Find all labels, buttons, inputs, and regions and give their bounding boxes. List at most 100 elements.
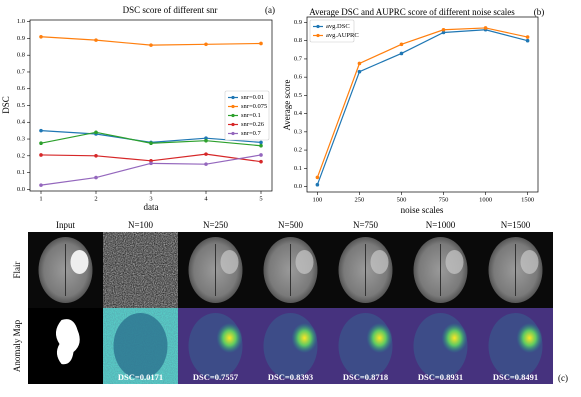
y-tick-label: 1.0 bbox=[17, 18, 25, 25]
column-header: N=250 bbox=[203, 220, 229, 230]
chart-title: DSC score of different snr bbox=[123, 5, 218, 15]
dsc-label: DSC=0.8393 bbox=[268, 372, 313, 382]
x-axis-label: data bbox=[144, 202, 159, 212]
point bbox=[441, 30, 446, 35]
lesion bbox=[370, 250, 389, 274]
flair-image bbox=[103, 232, 178, 308]
legend-label: snr=0.075 bbox=[241, 103, 267, 110]
lesion bbox=[520, 250, 539, 274]
anomaly-image: DSC=0.8718 bbox=[328, 308, 403, 384]
anomaly-image: DSC=0.0171 bbox=[103, 308, 178, 384]
lesion bbox=[445, 250, 464, 274]
dsc-label: DSC=0.8718 bbox=[343, 372, 388, 382]
point bbox=[94, 38, 98, 42]
column-header: N=1500 bbox=[501, 220, 531, 230]
y-tick-label: 0.0 bbox=[17, 186, 25, 193]
brain bbox=[113, 313, 168, 379]
y-tick-label: 0.5 bbox=[294, 92, 302, 99]
legend-label: snr=0.7 bbox=[241, 130, 261, 137]
legend-marker bbox=[316, 33, 320, 38]
x-tick-label: 100 bbox=[313, 196, 323, 203]
y-tick-label: 0.7 bbox=[17, 68, 26, 75]
y-tick-label: 0.1 bbox=[17, 169, 25, 176]
point bbox=[315, 175, 320, 180]
y-axis-label: Average score bbox=[282, 79, 292, 130]
chart-title: Average DSC and AUPRC score of different… bbox=[309, 7, 515, 17]
point bbox=[204, 152, 208, 156]
anomaly-image: DSC=0.8393 bbox=[253, 308, 328, 384]
hotspot bbox=[366, 323, 393, 353]
y-tick-label: 0.9 bbox=[17, 35, 25, 42]
x-tick-label: 3 bbox=[149, 195, 152, 202]
point bbox=[149, 141, 153, 146]
y-tick-label: 0.4 bbox=[294, 110, 303, 117]
hotspot bbox=[441, 323, 468, 353]
series-line bbox=[316, 27, 528, 178]
dsc-label: DSC=0.7557 bbox=[193, 372, 239, 382]
point bbox=[483, 26, 488, 30]
column-header: N=750 bbox=[353, 220, 379, 230]
y-tick-label: 0.3 bbox=[294, 128, 302, 135]
legend-label: avg.AUPRC bbox=[326, 32, 359, 39]
y-tick-label: 0.7 bbox=[294, 55, 303, 62]
row-label: Flair bbox=[12, 261, 22, 278]
panel-label: (b) bbox=[534, 7, 545, 17]
column-header: N=1000 bbox=[426, 220, 456, 230]
y-tick-label: 0.1 bbox=[294, 165, 302, 172]
flair-image bbox=[28, 232, 103, 308]
plot-frame bbox=[29, 19, 273, 192]
panel-label: (a) bbox=[265, 5, 275, 15]
point bbox=[315, 182, 320, 187]
legend-marker bbox=[231, 113, 235, 118]
dsc-label: DSC=0.8931 bbox=[418, 372, 463, 382]
point bbox=[399, 42, 404, 47]
y-axis-label: DSC bbox=[1, 96, 11, 114]
anomaly-image bbox=[28, 308, 103, 384]
y-tick-label: 0.8 bbox=[17, 52, 25, 59]
point bbox=[204, 162, 208, 166]
anomaly-image: DSC=0.7557 bbox=[178, 308, 253, 384]
point bbox=[259, 140, 263, 145]
legend-label: snr=0.26 bbox=[241, 121, 265, 128]
x-tick-label: 1000 bbox=[479, 196, 492, 203]
point bbox=[94, 175, 98, 180]
point bbox=[357, 69, 362, 74]
legend-marker bbox=[231, 131, 235, 136]
point bbox=[149, 161, 153, 166]
anomaly-image: DSC=0.8931 bbox=[403, 308, 478, 384]
legend-label: avg.DSC bbox=[326, 23, 350, 30]
point bbox=[204, 42, 208, 47]
flair-image bbox=[478, 232, 553, 308]
lesion bbox=[220, 250, 239, 274]
hotspot bbox=[216, 323, 243, 353]
y-tick-label: 0.3 bbox=[17, 136, 25, 143]
flair-image bbox=[403, 232, 478, 308]
y-tick-label: 0.2 bbox=[294, 147, 302, 154]
plot-frame bbox=[306, 16, 539, 193]
y-tick-label: 0.2 bbox=[17, 152, 25, 159]
legend-box bbox=[224, 90, 270, 141]
point bbox=[259, 41, 263, 46]
flair-image bbox=[253, 232, 328, 308]
point bbox=[39, 183, 43, 187]
legend-label: snr=0.1 bbox=[241, 112, 261, 119]
y-tick-label: 0.0 bbox=[294, 183, 302, 190]
legend-marker bbox=[231, 122, 235, 127]
x-tick-label: 1500 bbox=[521, 196, 534, 203]
column-header: N=500 bbox=[278, 220, 304, 230]
point bbox=[399, 51, 404, 56]
point bbox=[259, 153, 263, 157]
flair-image bbox=[178, 232, 253, 308]
point bbox=[94, 130, 98, 135]
point bbox=[259, 143, 263, 148]
x-tick-label: 1 bbox=[39, 195, 42, 202]
lesion bbox=[295, 250, 314, 274]
y-tick-label: 0.8 bbox=[294, 37, 302, 44]
dsc-label: DSC=0.8491 bbox=[493, 372, 538, 382]
y-tick-label: 0.6 bbox=[17, 85, 26, 92]
point bbox=[441, 27, 446, 32]
x-tick-label: 500 bbox=[397, 196, 407, 203]
point bbox=[149, 159, 153, 163]
legend-marker bbox=[231, 95, 235, 100]
